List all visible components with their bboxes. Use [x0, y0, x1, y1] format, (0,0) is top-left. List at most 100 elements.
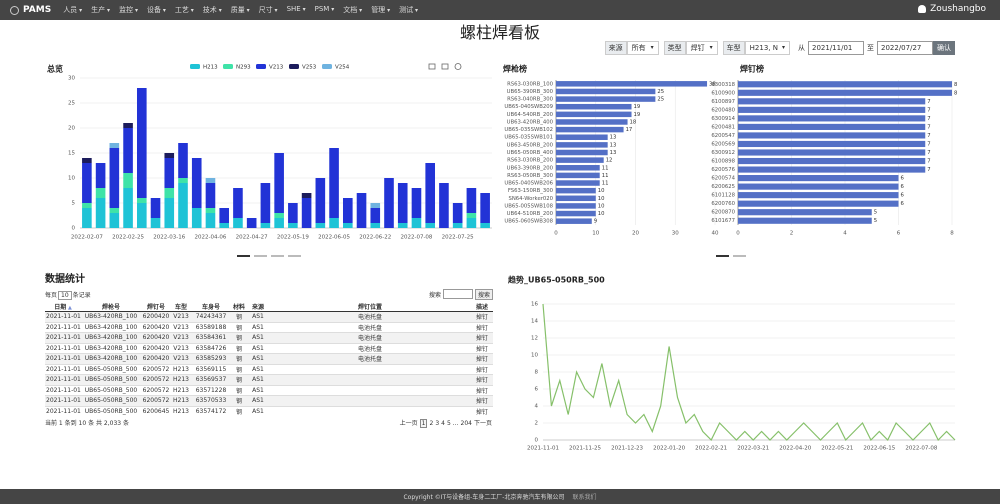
value-label: 25 [657, 89, 664, 95]
tool-icon[interactable] [428, 63, 436, 70]
table-cell: V213 [171, 332, 191, 343]
table-cell [269, 395, 471, 406]
value-label: 10 [598, 211, 605, 217]
table-row: 2021-11-01 UB63-420RB_100 6200420 V213 63584… [45, 332, 493, 343]
table-title: 数据统计 [45, 274, 85, 285]
bar [738, 192, 899, 199]
model-select[interactable]: H213, N [744, 41, 790, 55]
column-header[interactable]: 焊钉位置 [269, 301, 471, 312]
y-tick-label: 6200574 [711, 176, 735, 182]
page-link[interactable]: 1 [419, 419, 428, 428]
menu-item[interactable]: 监控 [119, 5, 138, 15]
legend-swatch [289, 64, 299, 69]
x-tick-label: 2021-11-25 [569, 446, 601, 452]
source-select[interactable]: 所有 [626, 41, 659, 55]
search-button[interactable]: 搜索 [474, 288, 493, 300]
legend-swatch [322, 64, 332, 69]
contact-link[interactable]: 联系我们 [572, 494, 597, 501]
value-label: 6 [901, 193, 905, 199]
table-row: 2021-11-01 UB63-420RB_100 6200420 V213 74243… [45, 311, 493, 322]
x-tick-label: 2022-06-05 [318, 235, 350, 241]
page-link[interactable]: ... [452, 420, 459, 427]
bar-segment [205, 208, 216, 213]
menu-item[interactable]: 质量 [231, 5, 250, 15]
bar [556, 203, 596, 209]
column-header[interactable]: 来源 [247, 301, 269, 312]
table-cell: V213 [171, 342, 191, 354]
y-tick-label: 6200569 [711, 141, 735, 147]
table-cell: 电池托盘 [269, 321, 471, 333]
y-tick-label: 6101128 [711, 193, 735, 199]
column-header[interactable]: 车身号 [191, 301, 231, 312]
x-tick-label: 2022-05-19 [277, 235, 309, 241]
menu-item[interactable]: 测试 [399, 5, 418, 15]
page-link[interactable]: 5 [446, 420, 451, 427]
page-link[interactable]: 上一页 [399, 420, 418, 427]
bar-segment [205, 213, 216, 228]
column-header[interactable]: 车型 [171, 301, 191, 312]
bar [556, 157, 604, 163]
menu-item[interactable]: 尺寸 [259, 5, 278, 15]
bar-segment [370, 208, 381, 223]
x-tick-label: 30 [672, 231, 679, 237]
table-info: 当前 1 条到 10 条 共 2,033 条 [45, 420, 129, 427]
bar-segment [123, 128, 133, 173]
y-tick-label: 5 [72, 201, 76, 207]
menu-item[interactable]: SHE [287, 5, 306, 15]
column-header[interactable]: 焊枪号 [81, 301, 141, 312]
page-link[interactable]: 4 [441, 420, 445, 427]
confirm-button[interactable]: 确认 [933, 41, 955, 55]
tool-icon[interactable] [454, 63, 462, 70]
column-header[interactable]: 材料 [231, 301, 247, 312]
bar-segment [329, 148, 339, 218]
brand[interactable]: PAMS [10, 5, 51, 15]
bar-segment [411, 188, 422, 218]
to-date[interactable]: 2022/07/27 [877, 41, 933, 55]
value-label: 19 [634, 112, 641, 118]
search-input[interactable] [442, 289, 473, 299]
table-cell: 6200645 [141, 405, 171, 416]
y-tick-label: 6200760 [711, 201, 735, 207]
from-date[interactable]: 2021/11/01 [808, 41, 864, 55]
x-tick-label: 2 [790, 231, 794, 237]
table-cell: 掉钉 [471, 321, 493, 333]
label: 每页 [45, 291, 58, 299]
value-label: 19 [634, 104, 641, 110]
page-link[interactable]: 3 [435, 420, 440, 427]
page-link[interactable]: 下一页 [473, 420, 492, 427]
legend-label: V254 [335, 64, 350, 70]
y-tick-label: 15 [68, 151, 75, 157]
page-link[interactable]: 204 [460, 420, 472, 427]
value-label: 10 [598, 203, 605, 209]
column-header[interactable]: 焊钉号 [141, 301, 171, 312]
y-tick-label: 0 [535, 438, 539, 444]
x-tick-label: 2022-02-25 [112, 235, 144, 241]
page-size-select[interactable]: 10 [58, 290, 72, 300]
menu-item[interactable]: 人员 [63, 5, 82, 15]
menu-item[interactable]: 工艺 [175, 5, 194, 15]
menu-item[interactable]: 管理 [371, 5, 390, 15]
y-tick-label: 6200480 [711, 107, 735, 113]
table-cell: 63584361 [191, 332, 231, 343]
menu-item[interactable]: 文档 [343, 5, 362, 15]
table-cell: 63569115 [191, 363, 231, 375]
column-header[interactable]: 日期 [45, 301, 81, 312]
menu-item[interactable]: 技术 [203, 5, 222, 15]
tool-icon[interactable] [441, 63, 449, 70]
page-link[interactable]: 2 [429, 420, 434, 427]
x-tick-label: 2022-07-25 [442, 235, 474, 241]
user-menu[interactable]: Zoushangbo [918, 4, 986, 14]
bar-segment [260, 223, 271, 228]
table-cell: 钢 [231, 353, 247, 364]
menu-item[interactable]: 设备 [147, 5, 166, 15]
column-header[interactable]: 描述 [471, 301, 493, 312]
type-select[interactable]: 焊钉 [685, 41, 718, 55]
table-cell: 6200420 [141, 321, 171, 333]
menu-item[interactable]: 生产 [91, 5, 110, 15]
table-cell: 钢 [231, 384, 247, 396]
y-tick-label: SN64-Worker020 [508, 196, 553, 202]
table-cell: 2021-11-01 [45, 321, 81, 333]
menu-item[interactable]: PSM [315, 5, 335, 15]
table-row: 2021-11-01 UB63-420RB_100 6200420 V213 63589… [45, 321, 493, 333]
x-tick-label: 2022-04-06 [194, 235, 226, 241]
